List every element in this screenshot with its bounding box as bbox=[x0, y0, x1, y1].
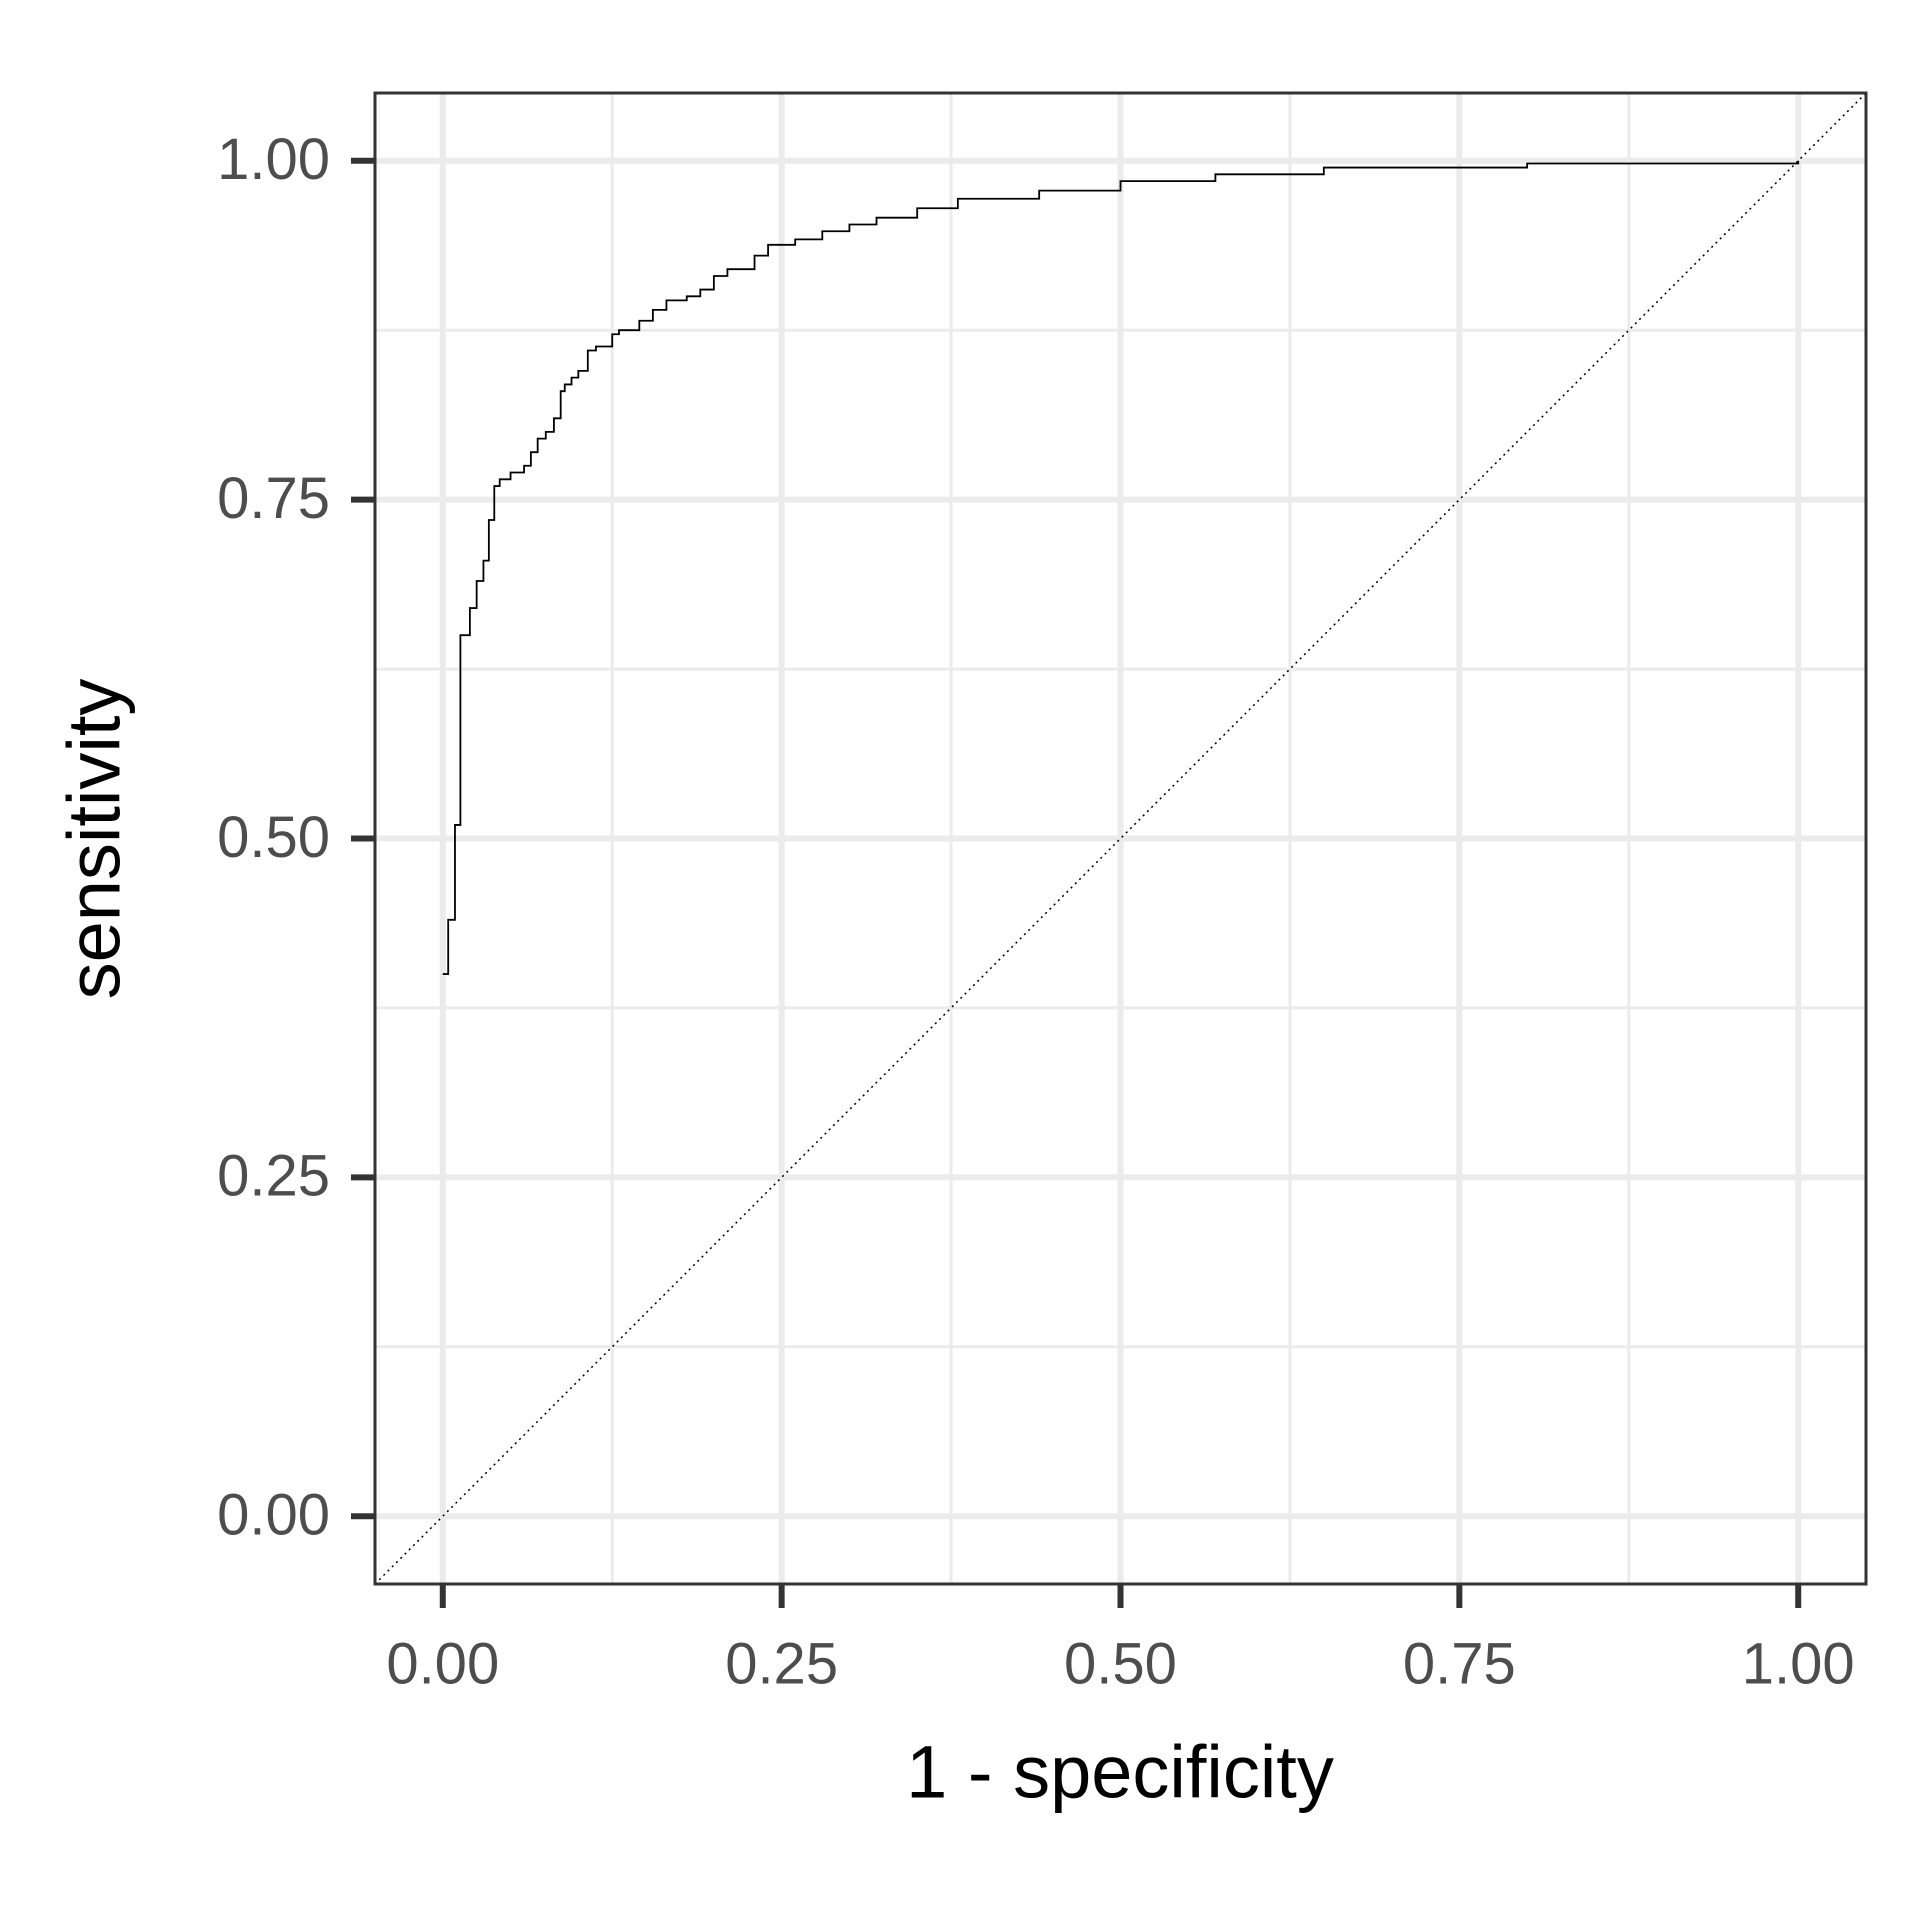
x-axis-title: 1 - specificity bbox=[906, 1731, 1334, 1814]
x-tick-label: 0.50 bbox=[1064, 1631, 1177, 1696]
y-tick-label: 1.00 bbox=[217, 127, 330, 192]
x-tick-label: 0.75 bbox=[1403, 1631, 1516, 1696]
x-tick-label: 0.25 bbox=[725, 1631, 838, 1696]
y-tick-label: 0.75 bbox=[217, 466, 330, 531]
x-tick-label: 0.00 bbox=[386, 1631, 499, 1696]
y-tick-label: 0.50 bbox=[217, 805, 330, 870]
x-tick-label: 1.00 bbox=[1742, 1631, 1855, 1696]
roc-curve bbox=[442, 160, 1800, 975]
y-axis-title: sensitivity bbox=[53, 679, 136, 1000]
plot-border bbox=[373, 91, 1868, 1586]
y-tick-label: 0.25 bbox=[217, 1144, 330, 1209]
y-tick-label: 0.00 bbox=[217, 1483, 330, 1548]
